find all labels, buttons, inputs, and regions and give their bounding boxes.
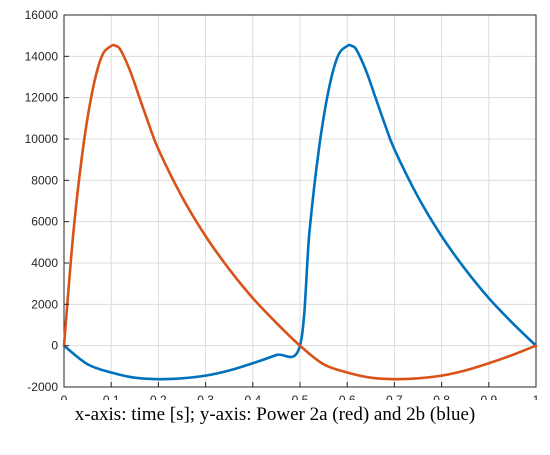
x-tick-label: 0	[61, 393, 68, 400]
series-layer	[62, 43, 538, 381]
x-tick-label: 0.6	[339, 393, 356, 400]
y-axis-ticks: -2000 0 2000 4000 6000 8000 10000 12000 14000 160…	[25, 8, 69, 394]
x-tick-label: 1	[533, 393, 540, 400]
y-tick-label: 6000	[31, 215, 58, 229]
y-tick-label: 0	[51, 339, 58, 353]
y-tick-label: -2000	[27, 380, 58, 394]
x-tick-label: 0.7	[386, 393, 403, 400]
figure-caption: x-axis: time [s]; y-axis: Power 2a (red)…	[74, 404, 476, 425]
series-line-blue	[62, 43, 538, 381]
x-tick-label: 0.8	[433, 393, 450, 400]
x-tick-label: 0.9	[480, 393, 497, 400]
x-tick-label: 0.4	[244, 393, 261, 400]
y-tick-label: 4000	[31, 256, 58, 270]
y-tick-label: 2000	[31, 297, 58, 311]
chart: 0 0.1 0.2 0.3 0.4 0.5 0.6 0.7 0.8 0.9 1 -200002000…	[25, 8, 540, 400]
grid	[63, 14, 537, 388]
series-line-red	[62, 43, 538, 381]
x-tick-label: 0.2	[150, 393, 167, 400]
x-axis-ticks: 0 0.1 0.2 0.3 0.4 0.5 0.6 0.7 0.8 0.9 1	[61, 382, 540, 400]
y-tick-label: 16000	[25, 8, 59, 22]
y-tick-label: 10000	[25, 132, 59, 146]
y-tick-label: 8000	[31, 173, 58, 187]
y-tick-label: 14000	[25, 49, 59, 63]
y-tick-label: 12000	[25, 91, 59, 105]
x-tick-label: 0.5	[292, 393, 309, 400]
x-tick-label: 0.3	[197, 393, 214, 400]
x-tick-label: 0.1	[103, 393, 120, 400]
